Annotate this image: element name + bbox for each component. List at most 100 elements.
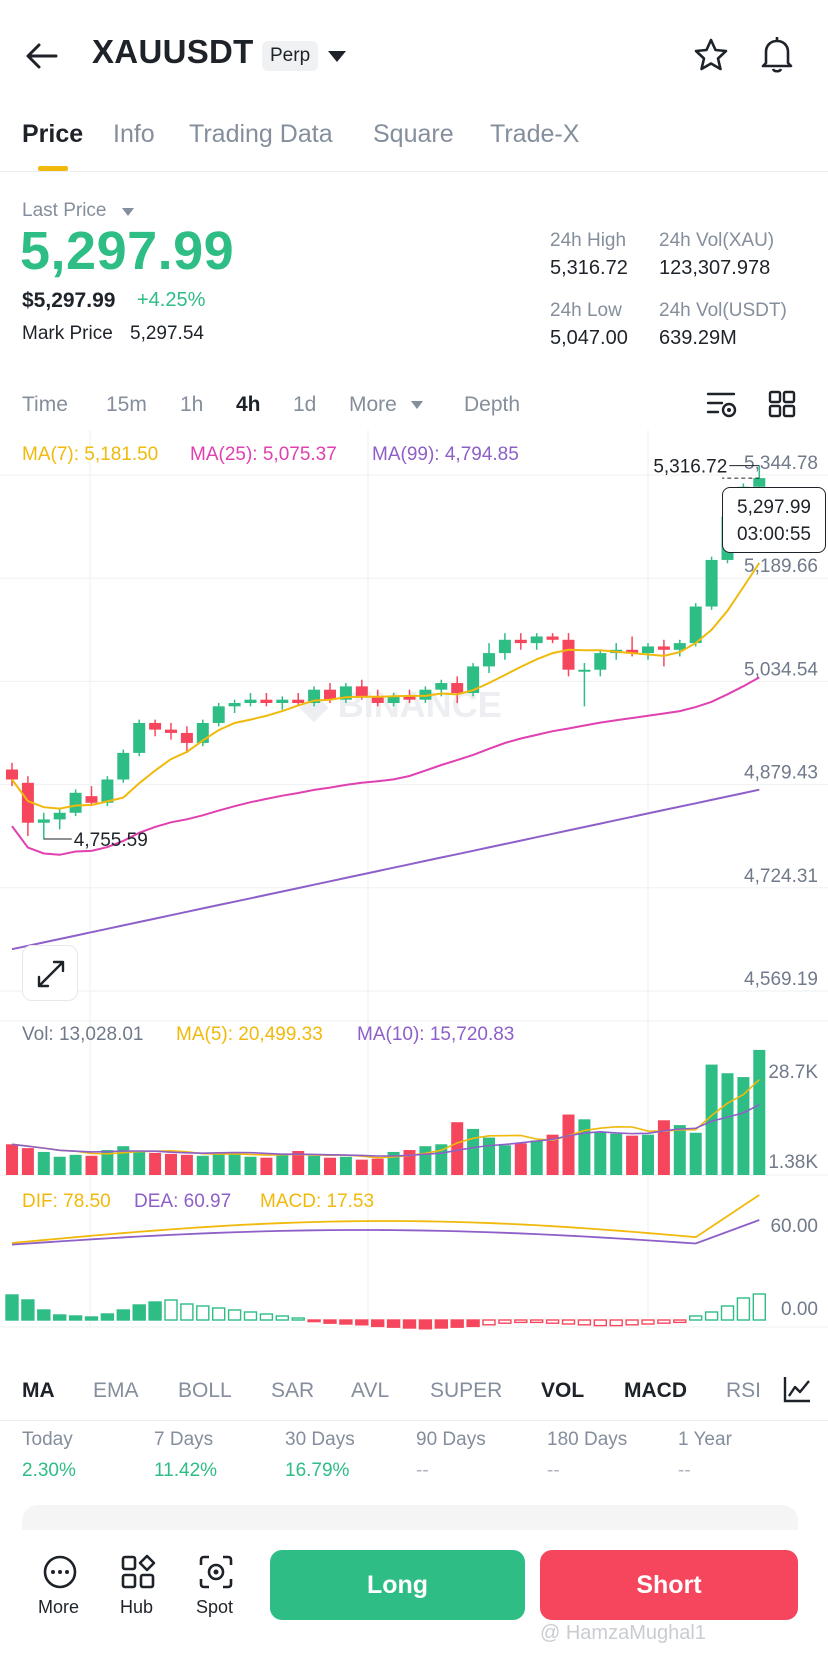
macd-hist-bar (196, 1305, 210, 1321)
spot-label[interactable]: Spot (196, 1597, 234, 1617)
volume-bar (133, 1151, 146, 1175)
volume-bar (403, 1150, 416, 1175)
volume-bar (292, 1151, 305, 1175)
candle-body (355, 686, 368, 697)
volume-bar (610, 1133, 623, 1175)
last-price-value: 5,297.99 (20, 221, 235, 281)
layout-grid-icon[interactable] (768, 390, 796, 418)
macd-hist-bar (498, 1319, 512, 1324)
volume-bar (689, 1132, 702, 1175)
more-label[interactable]: More (38, 1597, 80, 1617)
volume-bar (753, 1049, 766, 1175)
macd-hist-bar (625, 1319, 639, 1326)
more-dropdown-icon[interactable] (410, 400, 424, 410)
candle-body (451, 683, 464, 694)
back-arrow-icon[interactable] (24, 38, 60, 74)
last-price-label[interactable]: Last Price (22, 200, 107, 221)
tab-price[interactable]: Price (22, 120, 84, 148)
volume-bar (594, 1131, 607, 1175)
kline-svg[interactable]: 5,344.78 5,189.66 5,034.54 4,879.43 4,724.31… (0, 430, 828, 1340)
volume-axis-max: 28.7K (768, 1062, 818, 1083)
long-button[interactable]: Long (270, 1550, 525, 1620)
indicator-ema[interactable]: EMA (93, 1379, 139, 1402)
candle-body (165, 729, 177, 733)
candle-body (371, 696, 384, 703)
hub-label[interactable]: Hub (120, 1597, 154, 1617)
time-axis-tick: 2026-01-25 11:00 (294, 1339, 443, 1340)
spot-icon[interactable] (198, 1554, 234, 1590)
volume-bar (419, 1146, 432, 1175)
indicator-avl[interactable]: AVL (351, 1379, 390, 1402)
perf-90d-value: -- (416, 1460, 429, 1481)
timeframe-15m[interactable]: 15m (106, 393, 147, 416)
volume-bar (260, 1157, 273, 1175)
vol-usdt-value: 639.29M (659, 327, 737, 349)
macd-hist-bar (530, 1319, 544, 1324)
macd-hist-bar (386, 1319, 401, 1328)
indicator-rsi[interactable]: RSI (726, 1379, 762, 1402)
timeframe-time[interactable]: Time (22, 393, 68, 416)
ma25-line (11, 676, 760, 856)
candle-body (642, 646, 654, 654)
notification-bell-icon[interactable] (758, 34, 796, 74)
more-icon[interactable] (42, 1554, 78, 1590)
symbol-title[interactable]: XAUUSDT (92, 33, 254, 70)
indicator-settings-icon[interactable] (782, 1374, 812, 1404)
perf-90d-label: 90 Days (416, 1429, 486, 1450)
kline-chart[interactable]: 5,344.78 5,189.66 5,034.54 4,879.43 4,724.31… (0, 430, 828, 1340)
tab-square[interactable]: Square (373, 120, 454, 148)
volume-bar (673, 1125, 686, 1175)
timeframe-1h[interactable]: 1h (180, 393, 204, 416)
macd-hist-bar (243, 1311, 258, 1321)
indicator-sar[interactable]: SAR (271, 1379, 315, 1402)
indicator-boll[interactable]: BOLL (178, 1379, 232, 1402)
perf-180d-label: 180 Days (547, 1429, 628, 1450)
timeframe-4h[interactable]: 4h (236, 393, 261, 416)
short-button[interactable]: Short (540, 1550, 798, 1620)
fullscreen-button[interactable] (22, 945, 78, 1001)
vol-xau-value: 123,307.978 (659, 257, 771, 279)
indicator-super[interactable]: SUPER (430, 1379, 503, 1402)
indicator-vol[interactable]: VOL (541, 1379, 585, 1402)
volume-bar (483, 1137, 495, 1175)
volume-bar (530, 1140, 543, 1175)
timeframe-depth[interactable]: Depth (464, 393, 521, 416)
candle-body (467, 666, 480, 694)
price-axis-tick: 5,189.66 (744, 556, 818, 577)
volume-bar (371, 1158, 384, 1175)
volume-bar (53, 1156, 66, 1175)
high-24h-label: 24h High (550, 230, 627, 251)
tab-trading-data[interactable]: Trading Data (189, 120, 333, 148)
indicator-ma[interactable]: MA (22, 1379, 55, 1402)
perf-1y-value: -- (678, 1460, 691, 1481)
symbol-dropdown-icon[interactable] (326, 48, 348, 64)
tab-trade-x[interactable]: Trade-X (490, 120, 580, 148)
macd-hist-bar (466, 1319, 480, 1328)
chart-settings-icon[interactable] (706, 390, 738, 420)
last-price-dropdown-icon[interactable] (121, 207, 135, 217)
volume-bar (324, 1157, 336, 1175)
macd-hist-bar (5, 1294, 19, 1321)
mark-price-value: 5,297.54 (130, 323, 204, 344)
candle-body (546, 636, 559, 640)
candle-body (292, 699, 305, 703)
candle-body (689, 606, 702, 644)
macd-hist-bar (180, 1303, 194, 1321)
macd-hist-bar (577, 1319, 592, 1326)
candle-body (673, 643, 686, 650)
macd-axis-zero: 0.00 (781, 1299, 818, 1320)
current-price-value: 5,297.99 (737, 497, 811, 518)
price-axis-tick: 4,569.19 (744, 969, 818, 990)
timeframe-more[interactable]: More (349, 393, 397, 416)
tab-info[interactable]: Info (113, 120, 155, 148)
candle-body (228, 702, 241, 707)
hub-icon[interactable] (120, 1554, 156, 1590)
watermark-text: @ HamzaMughal1 (540, 1622, 706, 1644)
timeframe-1d[interactable]: 1d (293, 393, 317, 416)
candle-body (37, 819, 50, 823)
main-tabs: Price Info Trading Data Square Trade-X (0, 118, 828, 172)
macd-hist-bar (482, 1319, 496, 1326)
indicator-macd[interactable]: MACD (624, 1379, 687, 1402)
change-percent: +4.25% (137, 289, 206, 311)
favorite-star-icon[interactable] (692, 36, 730, 74)
